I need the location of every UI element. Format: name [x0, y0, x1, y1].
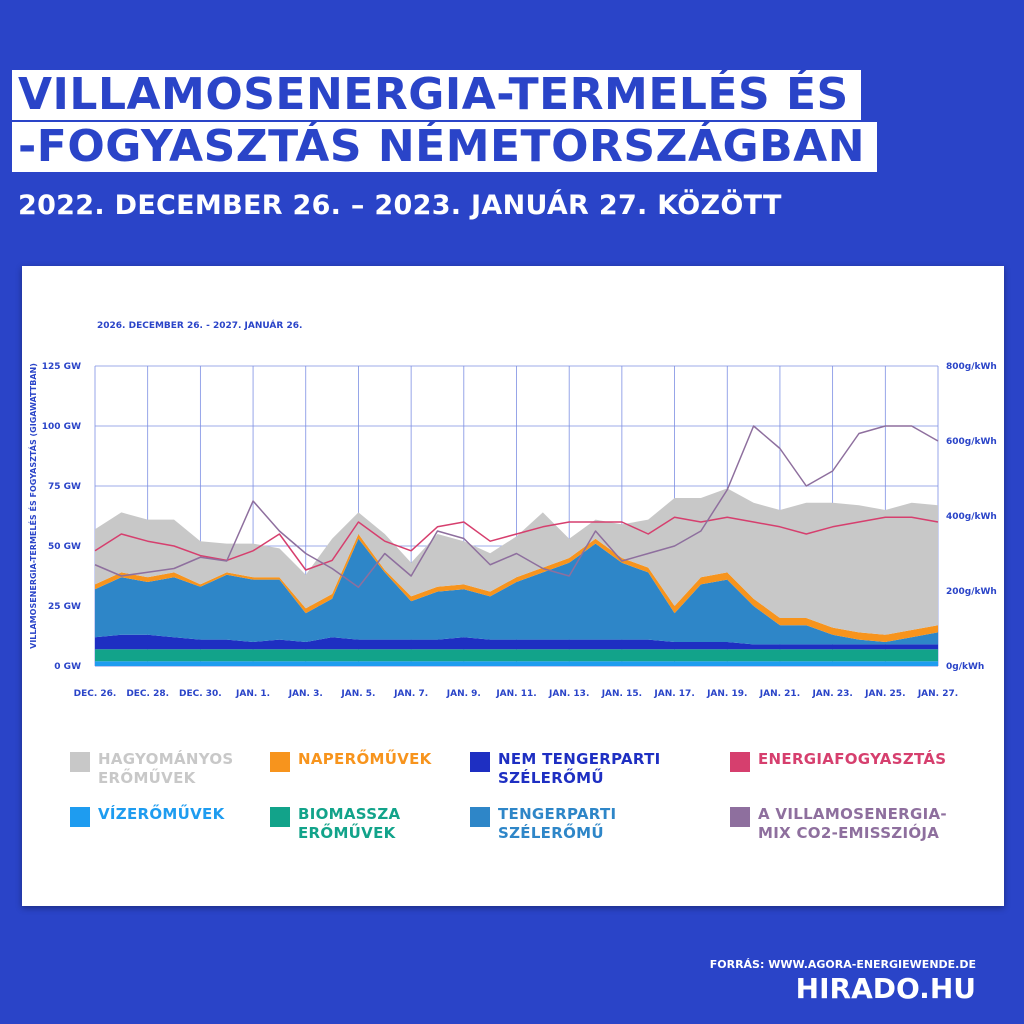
legend-swatch-hydro: [70, 807, 90, 827]
x-tick-label: JAN. 17.: [653, 689, 694, 699]
y2-tick-label: 200g/kWh: [946, 587, 997, 597]
title-line-1: VILLAMOSENERGIA-TERMELÉS ÉS: [12, 70, 861, 120]
x-tick-label: DEC. 30.: [179, 689, 222, 699]
x-tick-label: DEC. 28.: [126, 689, 169, 699]
legend-label-hydro: VÍZERŐMŰVEK: [98, 805, 225, 823]
y-tick-label: 0 GW: [54, 662, 81, 672]
legend-swatch-onshore-wind: [470, 752, 490, 772]
legend-label-onshore-wind: NEM TENGERPARTI SZÉLERŐMŰ: [498, 750, 661, 787]
x-tick-label: JAN. 23.: [811, 689, 852, 699]
y-tick-label: 25 GW: [48, 602, 81, 612]
area-onshore_wind: [95, 634, 938, 650]
legend-swatch-conventional: [70, 752, 90, 772]
x-axis-ticks: DEC. 26. DEC. 28. DEC. 30. JAN. 1. JAN. 3. JA…: [74, 689, 959, 699]
legend-swatch-solar: [270, 752, 290, 772]
x-tick-label: JAN. 13.: [548, 689, 589, 699]
title-line-2: -FOGYASZTÁS NÉMETORSZÁGBAN: [12, 122, 878, 172]
x-tick-label: JAN. 27.: [917, 689, 958, 699]
legend-label-offshore-wind: TENGERPARTI SZÉLERŐMŰ: [498, 805, 617, 842]
area-hydro: [95, 661, 938, 666]
chart-areas: [95, 488, 938, 666]
y-tick-label: 125 GW: [42, 362, 81, 372]
y-tick-label: 100 GW: [42, 422, 81, 432]
legend-swatch-biomass: [270, 807, 290, 827]
legend-item-consumption: ENERGIAFOGYASZTÁS: [730, 750, 946, 772]
x-tick-label: JAN. 25.: [864, 689, 905, 699]
y2-axis-ticks: 0g/kWh 200g/kWh 400g/kWh 600g/kWh 800g/kWh: [946, 362, 997, 672]
chart: 2026. DECEMBER 26. - 2027. JANUÁR 26. 0 …: [27, 319, 997, 699]
y-axis-ticks: 0 GW 25 GW 50 GW 75 GW 100 GW 125 GW: [42, 362, 81, 672]
area-biomass: [95, 649, 938, 662]
legend-item-hydro: VÍZERŐMŰVEK: [70, 805, 225, 827]
x-tick-label: JAN. 15.: [601, 689, 642, 699]
legend-item-biomass: BIOMASSZA ERŐMŰVEK: [270, 805, 488, 843]
x-tick-label: JAN. 21.: [759, 689, 800, 699]
legend-item-conventional: HAGYOMÁNYOS ERŐMŰVEK: [70, 750, 288, 788]
line-co2: [94, 425, 939, 588]
legend-swatch-offshore-wind: [470, 807, 490, 827]
line-consumption: [94, 516, 939, 571]
area-conventional: [95, 488, 938, 635]
legend-item-onshore-wind: NEM TENGERPARTI SZÉLERŐMŰ: [470, 750, 688, 788]
legend-item-solar: NAPERŐMŰVEK: [270, 750, 432, 772]
legend-label-biomass: BIOMASSZA ERŐMŰVEK: [298, 805, 401, 842]
legend-item-co2: A VILLAMOSENERGIA-MIX CO2-EMISSZIÓJA: [730, 805, 948, 843]
legend-swatch-consumption: [730, 752, 750, 772]
source-credit: FORRÁS: WWW.AGORA-ENERGIEWENDE.DE: [709, 958, 976, 971]
x-tick-label: JAN. 19.: [706, 689, 747, 699]
y-axis-label: VILLAMOSENERGIA-TERMELÉS ÉS FOGYASZTÁS (…: [27, 363, 38, 649]
legend-label-co2: A VILLAMOSENERGIA-MIX CO2-EMISSZIÓJA: [758, 805, 947, 842]
legend: HAGYOMÁNYOS ERŐMŰVEK NAPERŐMŰVEK NEM TEN…: [70, 750, 990, 860]
subtitle: 2022. DECEMBER 26. – 2023. JANUÁR 27. KÖ…: [18, 190, 782, 221]
x-tick-label: JAN. 3.: [288, 689, 323, 699]
y2-tick-label: 0g/kWh: [946, 662, 984, 672]
x-tick-label: JAN. 5.: [340, 689, 375, 699]
y2-tick-label: 800g/kWh: [946, 362, 997, 372]
x-tick-label: JAN. 11.: [495, 689, 536, 699]
legend-swatch-co2: [730, 807, 750, 827]
chart-subtitle: 2026. DECEMBER 26. - 2027. JANUÁR 26.: [97, 319, 302, 331]
x-tick-label: DEC. 26.: [74, 689, 117, 699]
x-tick-label: JAN. 7.: [393, 689, 428, 699]
y-tick-label: 50 GW: [48, 542, 81, 552]
y2-tick-label: 400g/kWh: [946, 512, 997, 522]
legend-label-solar: NAPERŐMŰVEK: [298, 750, 432, 768]
y-tick-label: 75 GW: [48, 482, 81, 492]
legend-label-conventional: HAGYOMÁNYOS ERŐMŰVEK: [98, 750, 234, 787]
chart-card: 2026. DECEMBER 26. - 2027. JANUÁR 26. 0 …: [22, 266, 1004, 906]
brand-logo: HIRADO.HU: [795, 972, 976, 1005]
x-tick-label: JAN. 1.: [235, 689, 270, 699]
x-tick-label: JAN. 9.: [446, 689, 481, 699]
legend-label-consumption: ENERGIAFOGYASZTÁS: [758, 750, 947, 768]
legend-item-offshore-wind: TENGERPARTI SZÉLERŐMŰ: [470, 805, 688, 843]
area-offshore_wind: [95, 538, 938, 645]
y2-tick-label: 600g/kWh: [946, 437, 997, 447]
chart-lines: [94, 425, 939, 588]
